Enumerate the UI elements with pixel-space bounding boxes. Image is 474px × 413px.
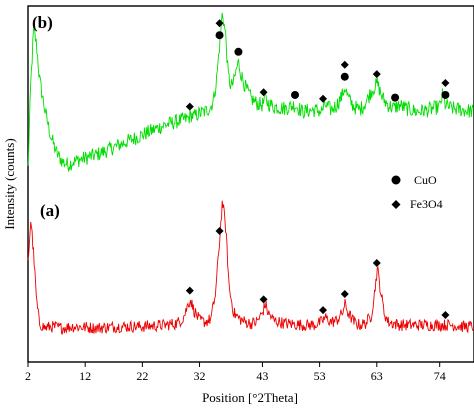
y-axis-title: Intensity (counts) xyxy=(2,138,17,229)
marker-layer xyxy=(185,19,450,319)
fe3o4-peak-marker xyxy=(319,94,328,103)
fe3o4-peak-marker xyxy=(185,286,194,295)
fe3o4-peak-marker xyxy=(340,60,349,69)
fe3o4-peak-marker xyxy=(185,102,194,111)
cuo-peak-marker xyxy=(340,72,349,81)
plot-frame xyxy=(27,5,474,363)
panel-label-a: (a) xyxy=(40,201,60,220)
x-tick-label: 2 xyxy=(25,369,31,383)
x-tick-label: 22 xyxy=(136,369,148,383)
x-tick-label: 12 xyxy=(79,369,91,383)
panel-label-b: (b) xyxy=(32,13,53,32)
x-tick-label: 53 xyxy=(314,369,326,383)
legend-cuo-marker xyxy=(391,175,401,185)
x-axis-title: Position [°2Theta] xyxy=(202,390,298,405)
x-tick-label: 32 xyxy=(194,369,206,383)
x-tick-label: 74 xyxy=(434,369,446,383)
fe3o4-peak-marker xyxy=(372,70,381,79)
cuo-peak-marker xyxy=(441,90,450,99)
legend-cuo-label: CuO xyxy=(414,173,437,187)
x-tick-label: 63 xyxy=(371,369,383,383)
legend-fe3o4-marker xyxy=(391,200,401,209)
series-line-b xyxy=(27,12,474,172)
fe3o4-peak-marker xyxy=(441,78,450,87)
cuo-peak-marker xyxy=(291,90,300,99)
legend: CuO Fe3O4 xyxy=(391,173,443,211)
fe3o4-peak-marker xyxy=(259,88,268,97)
series-layer xyxy=(27,12,474,335)
x-axis-ticks: 2 12 22 32 43 53 63 74 xyxy=(25,362,446,383)
x-tick-label: 43 xyxy=(256,369,268,383)
fe3o4-peak-marker xyxy=(215,227,224,235)
fe3o4-peak-marker xyxy=(259,295,268,304)
fe3o4-peak-marker xyxy=(215,19,224,28)
fe3o4-peak-marker xyxy=(372,259,381,267)
cuo-peak-marker xyxy=(391,93,400,102)
cuo-peak-marker xyxy=(215,31,224,40)
series-line-a xyxy=(27,200,474,335)
cuo-peak-marker xyxy=(234,47,243,56)
fe3o4-peak-marker xyxy=(441,311,450,319)
fe3o4-peak-marker xyxy=(319,306,328,315)
legend-fe3o4-label: Fe3O4 xyxy=(410,197,443,211)
fe3o4-peak-marker xyxy=(340,290,349,298)
